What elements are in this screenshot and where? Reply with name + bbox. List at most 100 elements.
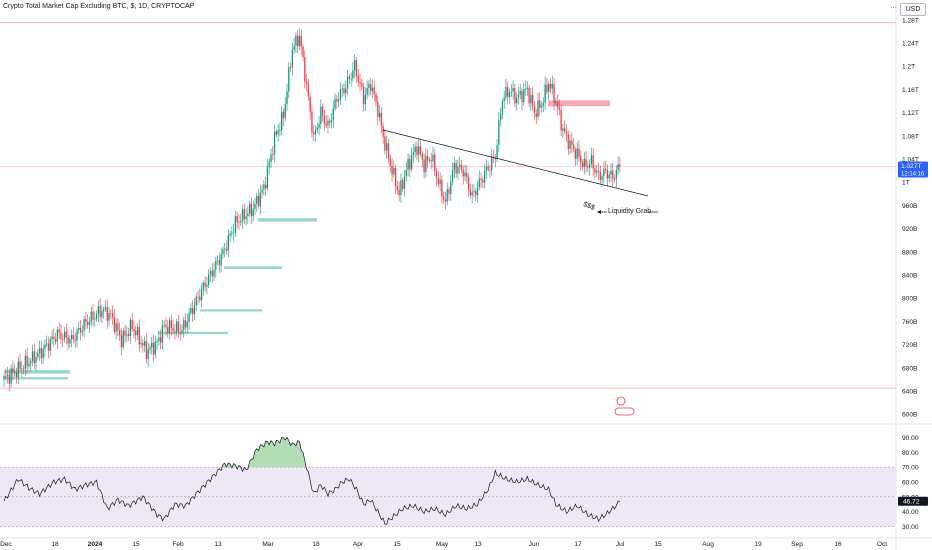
candle-body <box>377 102 379 118</box>
candle-body <box>361 83 363 87</box>
price-tick-label: 1.12T <box>902 110 919 117</box>
candle-body <box>254 203 256 209</box>
candle-body <box>15 372 18 378</box>
currency-selector[interactable]: USD <box>900 3 926 16</box>
candle-body <box>521 90 523 103</box>
candle-body <box>482 179 484 183</box>
candle-body <box>571 140 573 145</box>
time-tick-label: 15 <box>654 541 662 548</box>
candle-body <box>277 130 279 135</box>
candle-body <box>279 130 281 132</box>
candle-body <box>398 189 400 196</box>
rsi-tick-label: 40.00 <box>902 509 919 516</box>
candle-body <box>40 348 43 359</box>
price-tick-label: 840B <box>902 273 918 280</box>
candle-body <box>51 336 53 340</box>
candle-body <box>316 127 318 130</box>
candle-body <box>8 374 10 384</box>
candle-body <box>426 155 429 161</box>
candle-body <box>291 50 294 68</box>
candle-body <box>69 338 71 344</box>
candle-body <box>558 107 561 110</box>
candle-body <box>224 248 226 250</box>
candle-body <box>380 112 383 126</box>
candle-body <box>152 342 155 355</box>
price-tick-label: 880B <box>902 249 918 256</box>
candle-body <box>256 195 258 204</box>
candle-body <box>394 167 397 187</box>
candle-body <box>393 167 395 175</box>
candle-body <box>183 320 185 331</box>
candle-body <box>396 186 399 190</box>
price-tick-label: 920B <box>902 226 918 233</box>
candle-body <box>218 260 221 266</box>
candle-body <box>551 83 553 89</box>
candle-body <box>135 330 137 336</box>
candle-body <box>366 87 368 95</box>
candle-body <box>158 337 160 342</box>
price-tick-label: 640B <box>902 389 918 396</box>
candle-body <box>229 233 231 236</box>
candle-body <box>37 353 39 358</box>
candle-body <box>592 155 594 169</box>
candle-body <box>38 348 41 354</box>
candle-body <box>619 164 621 167</box>
candle-body <box>240 221 242 223</box>
candle-body <box>99 306 101 317</box>
rsi-tick-label: 30.00 <box>902 524 919 531</box>
candle-body <box>6 374 9 377</box>
candle-body <box>517 94 520 98</box>
more-dots-icon[interactable]: ⋯ <box>890 5 897 12</box>
candle-body <box>336 98 338 102</box>
candle-body <box>131 319 133 329</box>
demand-zone <box>4 377 68 380</box>
candle-body <box>63 331 66 340</box>
candle-body <box>483 171 486 183</box>
candle-body <box>400 180 402 196</box>
candle-body <box>282 111 285 119</box>
candle-body <box>87 321 89 325</box>
time-tick-label: 15 <box>132 541 140 548</box>
candle-body <box>293 45 295 51</box>
candle-body <box>72 334 75 340</box>
candle-body <box>295 35 297 46</box>
time-tick-label: Apr <box>353 541 364 548</box>
price-tick-label: 800B <box>902 296 918 303</box>
candle-body <box>111 313 114 317</box>
candle-body <box>549 84 552 89</box>
candle-body <box>580 156 582 163</box>
time-tick-label: Jul <box>616 541 625 548</box>
candle-body <box>10 368 12 384</box>
candle-body <box>165 324 167 328</box>
candle-body <box>414 146 416 152</box>
candle-body <box>599 171 601 180</box>
candle-body <box>272 154 274 156</box>
candle-body <box>615 170 617 180</box>
candle-body <box>60 332 62 340</box>
candle-body <box>35 357 37 364</box>
candle-body <box>83 319 85 331</box>
candle-body <box>362 86 365 105</box>
candle-body <box>471 192 473 196</box>
candle-body <box>450 181 452 194</box>
candle-body <box>126 334 128 336</box>
candle-body <box>88 321 91 325</box>
candle-body <box>95 313 98 319</box>
candle-body <box>46 343 48 345</box>
candle-body <box>24 355 27 370</box>
rsi-badge-value: 46.72 <box>903 499 920 506</box>
candle-body <box>604 168 607 170</box>
candle-body <box>213 270 215 277</box>
candle-body <box>567 134 569 149</box>
candle-body <box>405 169 407 177</box>
candle-body <box>489 169 491 171</box>
candle-body <box>459 164 461 167</box>
price-tick-label: 1.24T <box>902 41 919 48</box>
candle-body <box>419 146 422 155</box>
candle-body <box>305 81 308 85</box>
candle-body <box>368 83 370 88</box>
candle-body <box>167 327 169 333</box>
candle-body <box>574 149 577 159</box>
candle-body <box>601 176 603 180</box>
